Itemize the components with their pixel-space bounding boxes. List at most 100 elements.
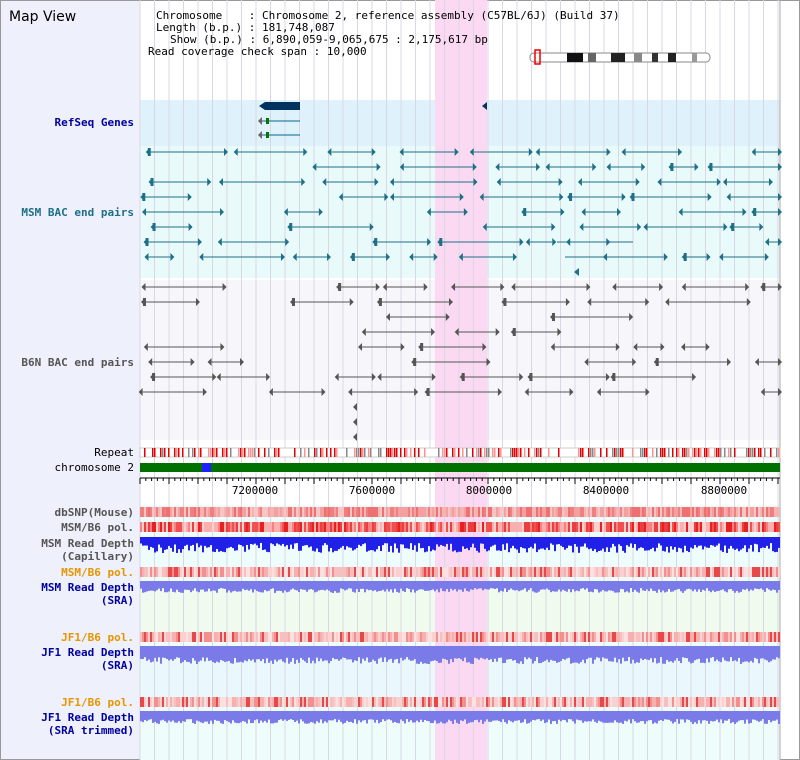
depth-bar <box>710 711 712 721</box>
depth-bar <box>312 537 314 551</box>
track-label-msm-pol-2[interactable]: MSM/B6 pol. <box>61 566 134 579</box>
repeat-mark <box>480 448 482 457</box>
heat-cell <box>624 522 626 532</box>
track-label-msm-depth-sra[interactable]: MSM Read Depth (SRA) <box>41 581 134 607</box>
depth-bar <box>538 711 540 720</box>
heat-cell <box>560 507 562 517</box>
heat-cell <box>672 632 674 642</box>
track-label-msm-pol-1[interactable]: MSM/B6 pol. <box>61 521 134 534</box>
repeat-mark <box>706 448 708 457</box>
heat-cell <box>616 567 618 577</box>
heat-cell <box>332 632 334 642</box>
heat-cell <box>476 632 478 642</box>
depth-bar <box>416 537 418 552</box>
depth-bar <box>212 537 214 552</box>
heat-cell <box>178 507 180 517</box>
heat-cell <box>284 632 286 642</box>
bac-end <box>557 328 562 336</box>
heat-cell <box>746 697 748 707</box>
depth-bar <box>670 646 672 662</box>
depth-bar <box>584 581 586 590</box>
heat-cell <box>376 567 378 577</box>
heat-cell <box>358 522 360 532</box>
heat-cell <box>754 632 756 642</box>
depth-bar <box>720 646 722 663</box>
heat-cell <box>538 632 540 642</box>
heat-cell <box>232 507 234 517</box>
show-value: 6,890,059-9,065,675 : 2,175,617 bp <box>262 33 488 46</box>
track-label-dbsnp[interactable]: dbSNP(Mouse) <box>54 506 134 519</box>
heat-cell <box>402 567 404 577</box>
heat-cell <box>194 567 196 577</box>
depth-bar <box>676 711 678 720</box>
bac-mark <box>439 238 443 246</box>
bac-end <box>207 358 212 366</box>
heat-cell <box>354 632 356 642</box>
gene-arrow <box>259 102 265 110</box>
heat-cell <box>496 567 498 577</box>
depth-bar <box>682 711 684 720</box>
depth-bar <box>606 646 608 659</box>
depth-bar <box>712 581 714 591</box>
bac-mark <box>523 208 527 216</box>
depth-bar <box>300 646 302 658</box>
heat-cell <box>288 507 290 517</box>
heat-cell <box>688 632 690 642</box>
track-label-msm-depth-capillary[interactable]: MSM Read Depth (Capillary) <box>41 537 134 563</box>
depth-bar <box>580 537 582 547</box>
depth-bar <box>452 581 454 591</box>
heat-cell <box>592 632 594 642</box>
heat-cell <box>382 522 384 532</box>
depth-bar <box>330 581 332 593</box>
heat-cell <box>626 567 628 577</box>
track-label-msm-bac[interactable]: MSM BAC end pairs <box>21 206 134 219</box>
bac-end <box>663 253 668 261</box>
heat-cell <box>324 697 326 707</box>
depth-bar <box>646 537 648 551</box>
depth-bar <box>372 711 374 720</box>
track-label-refseq[interactable]: RefSeq Genes <box>54 116 134 129</box>
heat-cell <box>748 507 750 517</box>
depth-bar <box>498 711 500 721</box>
heat-cell <box>584 507 586 517</box>
heat-cell <box>562 522 564 532</box>
depth-bar <box>200 581 202 590</box>
heat-cell <box>222 697 224 707</box>
depth-bar <box>680 537 682 549</box>
depth-bar <box>174 581 176 593</box>
heat-cell <box>724 567 726 577</box>
heat-cell <box>300 507 302 517</box>
heat-cell <box>714 632 716 642</box>
track-label-b6n-bac[interactable]: B6N BAC end pairs <box>21 356 134 369</box>
heat-cell <box>622 697 624 707</box>
track-label-jf1-pol-1[interactable]: JF1/B6 pol. <box>61 631 134 644</box>
heat-cell <box>314 632 316 642</box>
depth-bar <box>200 537 202 546</box>
track-label-jf1-depth-sra[interactable]: JF1 Read Depth (SRA) <box>41 646 134 672</box>
heat-cell <box>756 632 758 642</box>
repeat-mark <box>200 448 202 457</box>
depth-bar <box>174 646 176 660</box>
depth-bar <box>568 646 570 658</box>
heat-cell <box>536 697 538 707</box>
track-label-jf1-pol-2[interactable]: JF1/B6 pol. <box>61 696 134 709</box>
ideogram-band <box>588 53 596 62</box>
repeat-mark <box>334 448 336 457</box>
bac-mark <box>709 163 713 171</box>
depth-bar <box>704 581 706 591</box>
bac-end <box>569 388 574 396</box>
track-label-jf1-depth-trimmed[interactable]: JF1 Read Depth (SRA trimmed) <box>41 711 134 737</box>
depth-bar <box>166 581 168 593</box>
heat-cell <box>158 632 160 642</box>
depth-bar <box>528 581 530 590</box>
depth-bar <box>414 646 416 660</box>
depth-bar <box>264 646 266 664</box>
heat-cell <box>412 697 414 707</box>
heat-cell <box>360 567 362 577</box>
heat-cell <box>744 507 746 517</box>
heat-cell <box>678 507 680 517</box>
depth-bar <box>664 711 666 720</box>
heat-cell <box>690 522 692 532</box>
heat-cell <box>398 522 400 532</box>
